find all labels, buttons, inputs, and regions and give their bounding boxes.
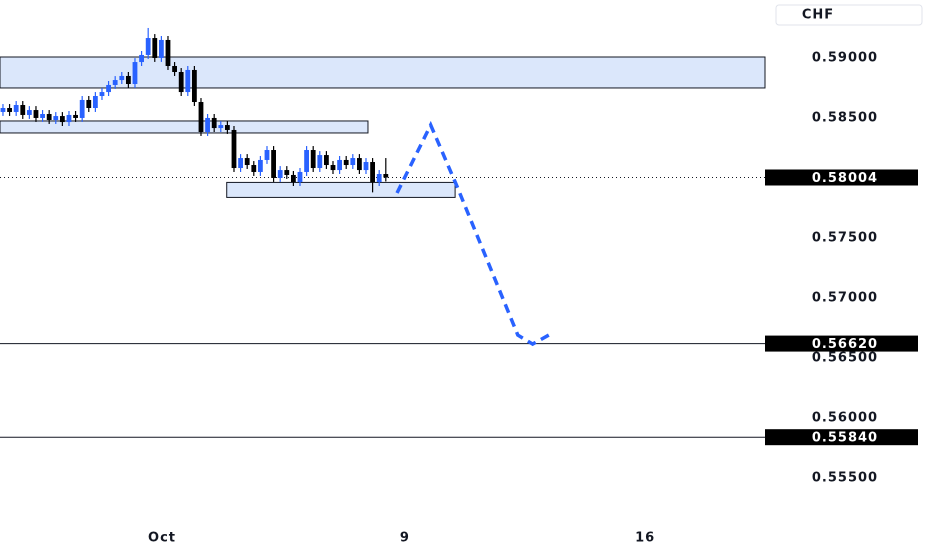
candle-body bbox=[238, 158, 243, 169]
candle-body bbox=[132, 62, 138, 85]
candle-body bbox=[145, 38, 151, 55]
currency-box bbox=[775, 4, 923, 26]
candle-body bbox=[251, 165, 257, 172]
candle-body bbox=[59, 116, 65, 123]
candle-body bbox=[284, 170, 290, 175]
candle-body bbox=[139, 54, 144, 63]
candle-body bbox=[26, 110, 32, 115]
level-label: 0.55840 bbox=[812, 431, 878, 446]
candle-body bbox=[165, 39, 171, 67]
y-tick-label: 0.57000 bbox=[812, 290, 878, 305]
candle-body bbox=[330, 165, 336, 171]
candle-body bbox=[231, 129, 237, 169]
candle-body bbox=[211, 117, 217, 129]
candle-body bbox=[73, 114, 78, 118]
candle-body bbox=[119, 75, 125, 81]
candle-body bbox=[323, 155, 329, 166]
candle-body bbox=[343, 159, 349, 166]
y-tick-label: 0.57500 bbox=[812, 230, 878, 245]
zone bbox=[0, 120, 369, 134]
candle-body bbox=[125, 75, 131, 85]
x-tick-label: Oct bbox=[148, 531, 176, 546]
projection-path bbox=[395, 120, 554, 347]
zone bbox=[226, 181, 456, 198]
x-tick-label: 9 bbox=[400, 531, 410, 546]
candle-body bbox=[290, 174, 296, 183]
candle-body bbox=[185, 69, 191, 93]
candle-body bbox=[224, 125, 230, 130]
candle-body bbox=[172, 66, 177, 73]
candle-body bbox=[350, 158, 356, 166]
currency-label: CHF bbox=[802, 8, 834, 23]
candle-body bbox=[304, 150, 309, 172]
candle-body bbox=[244, 158, 250, 166]
candle-body bbox=[86, 99, 92, 109]
candle-body bbox=[218, 125, 224, 129]
candle-body bbox=[13, 105, 19, 112]
candle-body bbox=[33, 110, 39, 118]
candle-body bbox=[277, 170, 283, 178]
candle-body bbox=[178, 72, 184, 93]
candle-body bbox=[99, 92, 105, 97]
candle-body bbox=[383, 174, 389, 178]
x-tick-label: 16 bbox=[635, 531, 655, 546]
candle-body bbox=[7, 108, 12, 112]
candle-body bbox=[0, 108, 6, 112]
candle-body bbox=[310, 150, 316, 169]
candle-body bbox=[264, 150, 270, 160]
candle-body bbox=[257, 159, 263, 172]
candle-body bbox=[158, 39, 164, 58]
candle-body bbox=[271, 150, 276, 178]
last-price-label-bg bbox=[765, 169, 918, 186]
candle-body bbox=[376, 174, 382, 183]
candle-body bbox=[53, 116, 59, 121]
candle-body bbox=[46, 114, 52, 121]
candle-body bbox=[79, 99, 85, 118]
y-tick-label: 0.58500 bbox=[812, 110, 878, 125]
candle-body bbox=[106, 84, 111, 93]
candle-body bbox=[112, 80, 118, 85]
y-tick-label: 0.55500 bbox=[812, 470, 878, 485]
candle-body bbox=[198, 102, 204, 133]
candle-body bbox=[20, 105, 26, 115]
candle-body bbox=[317, 155, 323, 169]
candle-body bbox=[152, 38, 158, 58]
candle-body bbox=[356, 158, 362, 171]
level-label-bg bbox=[765, 335, 918, 352]
candle-body bbox=[363, 162, 369, 171]
last-price-label: 0.58004 bbox=[812, 171, 878, 186]
candle-body bbox=[191, 69, 197, 103]
y-tick-label: 0.59000 bbox=[812, 50, 878, 65]
candle-body bbox=[297, 171, 303, 183]
y-tick-label: 0.56000 bbox=[812, 410, 878, 425]
y-tick-label: 0.56500 bbox=[812, 350, 878, 365]
level-label-bg bbox=[765, 429, 918, 446]
candle-body bbox=[337, 159, 342, 171]
level-label: 0.56620 bbox=[812, 337, 878, 352]
candle-body bbox=[66, 114, 72, 123]
candle-body bbox=[370, 162, 375, 183]
candle-body bbox=[205, 117, 210, 133]
candle-body bbox=[40, 114, 45, 118]
candle-body bbox=[92, 96, 98, 109]
